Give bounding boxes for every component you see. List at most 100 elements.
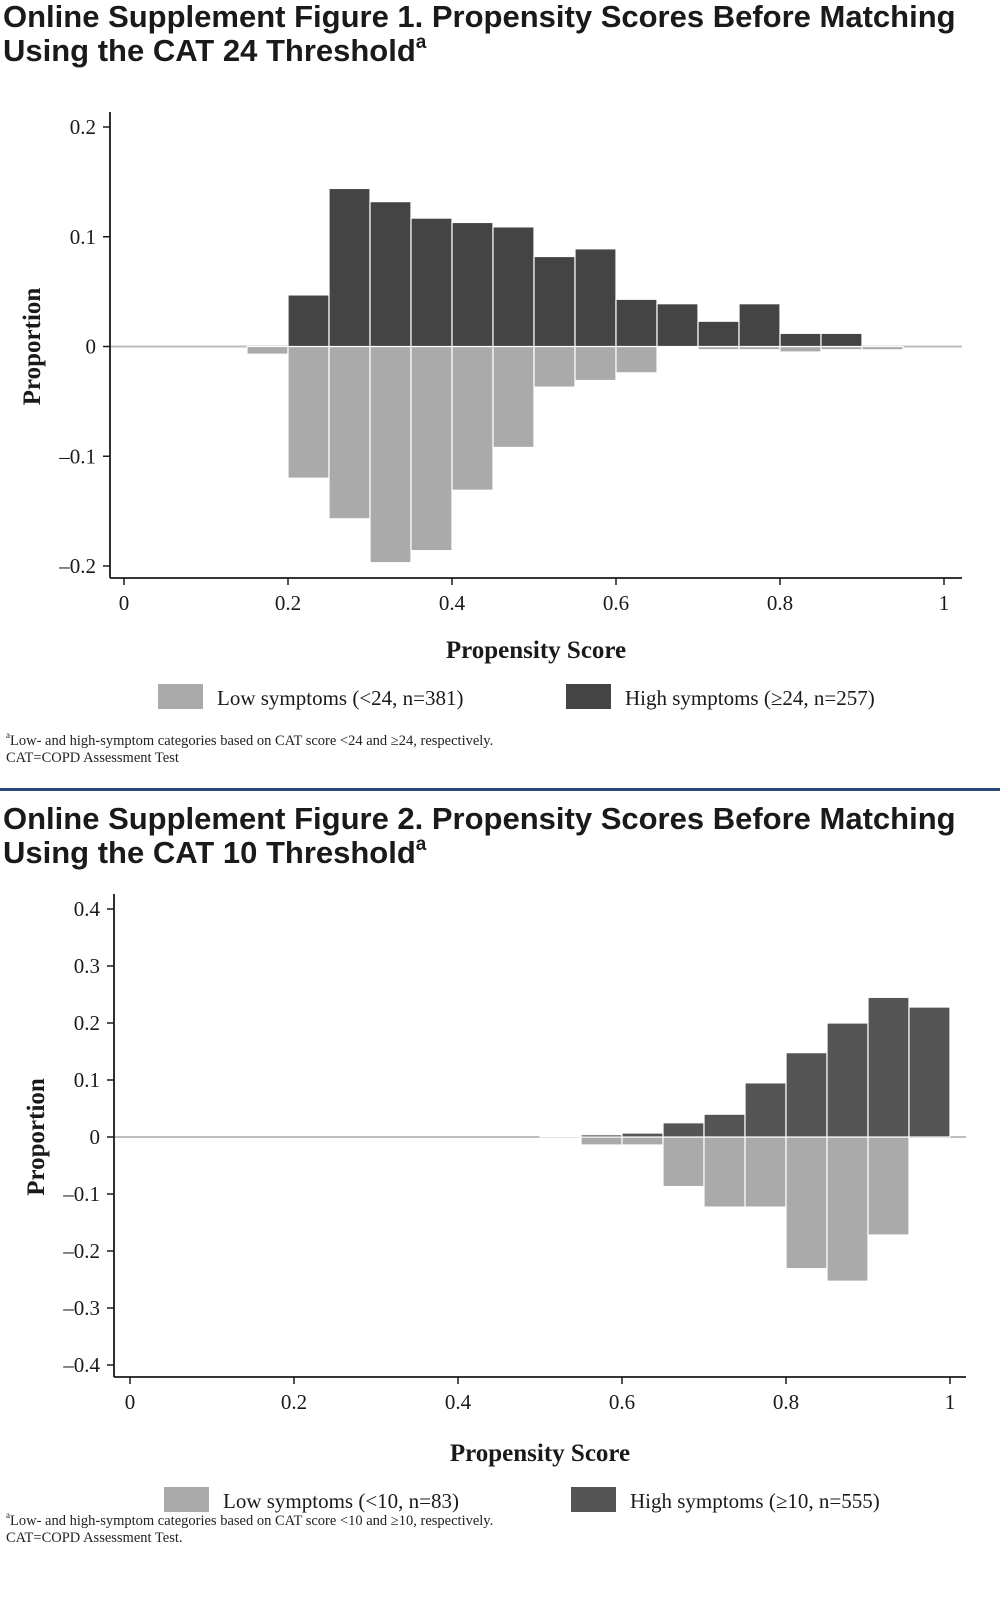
y-tick-label: 0.1: [70, 225, 96, 249]
figure-title-superscript: a: [415, 833, 427, 855]
bar-high-symptoms: [697, 320, 740, 348]
y-tick-label: 0.3: [74, 954, 100, 978]
y-tick-label: 0.2: [70, 115, 96, 139]
bar-high-symptoms: [533, 255, 576, 348]
figure-title: Online Supplement Figure 2. Propensity S…: [3, 802, 1000, 870]
x-tick-label: 0.6: [609, 1390, 635, 1414]
section-divider: [0, 788, 1000, 791]
footnote: aLow- and high-symptom categories based …: [6, 728, 493, 767]
bar-low-symptoms: [785, 1136, 828, 1270]
x-axis-label: Propensity Score: [450, 1440, 630, 1467]
bar-low-symptoms: [492, 345, 535, 449]
x-tick-label: 0.2: [281, 1390, 307, 1414]
y-axis-label: Proportion: [19, 288, 46, 406]
bar-high-symptoms: [287, 294, 330, 348]
footnote-abbreviation: CAT=COPD Assessment Test.: [6, 1529, 183, 1546]
x-tick-label: 0.4: [445, 1390, 472, 1414]
bar-low-symptoms: [826, 1136, 869, 1282]
bar-low-symptoms: [574, 345, 617, 382]
y-tick-label: –0.4: [62, 1353, 100, 1377]
footnote: aLow- and high-symptom categories based …: [6, 1508, 493, 1547]
bar-high-symptoms: [492, 226, 535, 348]
bar-high-symptoms: [867, 996, 910, 1138]
legend-swatch-low: [164, 1487, 209, 1512]
legend-label-high: High symptoms (≥24, n=257): [625, 686, 875, 710]
y-axis-label: Proportion: [23, 1078, 50, 1196]
bar-high-symptoms: [738, 303, 781, 348]
bar-high-symptoms: [580, 1134, 623, 1138]
figure-2: Online Supplement Figure 2. Propensity S…: [0, 802, 1000, 1608]
bar-low-symptoms: [621, 1136, 664, 1146]
y-tick-label: –0.1: [58, 444, 96, 468]
figure-1: Online Supplement Figure 1. Propensity S…: [0, 0, 1000, 790]
y-tick-label: 0: [86, 335, 97, 359]
x-tick-label: 0: [125, 1390, 136, 1414]
bar-low-symptoms: [779, 345, 822, 353]
footnote-text: Low- and high-symptom categories based o…: [10, 1512, 494, 1529]
bar-low-symptoms: [615, 345, 658, 374]
bar-high-symptoms: [820, 332, 863, 348]
figure-title-text: Online Supplement Figure 2. Propensity S…: [3, 801, 956, 870]
x-axis-label: Propensity Score: [446, 637, 626, 664]
footnote-text: Low- and high-symptom categories based o…: [10, 732, 494, 749]
bar-high-symptoms: [615, 298, 658, 348]
footnote-marker: a: [6, 730, 10, 740]
bar-low-symptoms: [580, 1136, 623, 1146]
bar-high-symptoms: [703, 1113, 746, 1138]
x-tick-label: 0.6: [603, 591, 629, 615]
bar-high-symptoms: [328, 187, 371, 348]
footnote-line: aLow- and high-symptom categories based …: [6, 728, 493, 750]
bar-high-symptoms: [826, 1022, 869, 1138]
bar-high-symptoms: [451, 221, 494, 348]
y-tick-label: –0.3: [62, 1296, 100, 1320]
bar-high-symptoms: [785, 1052, 828, 1138]
legend-swatch-high: [566, 684, 611, 709]
bar-low-symptoms: [287, 345, 330, 479]
bar-high-symptoms: [744, 1082, 787, 1138]
footnote-marker: a: [6, 1510, 10, 1520]
bar-high-symptoms: [574, 248, 617, 348]
x-tick-label: 0.2: [275, 591, 301, 615]
legend-label-low: Low symptoms (<24, n=381): [217, 686, 464, 710]
x-tick-label: 0.8: [767, 591, 793, 615]
figure-title-superscript: a: [415, 31, 427, 53]
bar-low-symptoms: [533, 345, 576, 388]
figure-title-text: Online Supplement Figure 1. Propensity S…: [3, 0, 956, 68]
bar-high-symptoms: [779, 332, 822, 348]
bar-low-symptoms: [328, 345, 371, 520]
bar-high-symptoms: [539, 1135, 582, 1138]
bar-high-symptoms: [656, 303, 699, 348]
bar-high-symptoms: [662, 1122, 705, 1138]
bar-low-symptoms: [451, 345, 494, 491]
x-tick-label: 0.8: [773, 1390, 799, 1414]
bar-high-symptoms: [369, 201, 412, 348]
histogram-chart: 0.2 0.1 0 –0.1 –0.2 0 0.2 0.4 0.6 0.8 1 Propensity …: [19, 112, 962, 710]
bar-high-symptoms: [908, 1006, 951, 1138]
y-tick-label: 0: [90, 1125, 101, 1149]
bar-low-symptoms: [703, 1136, 746, 1208]
y-tick-label: –0.2: [58, 554, 96, 578]
bar-low-symptoms: [246, 345, 289, 355]
y-tick-label: –0.1: [62, 1182, 100, 1206]
bar-high-symptoms: [410, 217, 453, 348]
bar-low-symptoms: [662, 1136, 705, 1188]
legend-swatch-high: [571, 1487, 616, 1512]
y-tick-label: –0.2: [62, 1239, 100, 1263]
bar-low-symptoms: [861, 345, 904, 351]
footnote-abbreviation: CAT=COPD Assessment Test: [6, 749, 179, 766]
legend-label-low: Low symptoms (<10, n=83): [223, 1489, 459, 1513]
bar-low-symptoms: [744, 1136, 787, 1208]
histogram-chart: 0.4 0.3 0.2 0.1 0 –0.1 –0.2 –0.3 –0.4 0 0.2 0.4 0.6 0…: [23, 894, 966, 1513]
legend-label-high: High symptoms (≥10, n=555): [630, 1489, 880, 1513]
x-tick-label: 1: [939, 591, 950, 615]
y-tick-label: 0.2: [74, 1011, 100, 1035]
bar-high-symptoms: [621, 1132, 664, 1138]
figure-title: Online Supplement Figure 1. Propensity S…: [3, 0, 1000, 68]
x-tick-label: 0: [119, 591, 130, 615]
x-tick-label: 1: [945, 1390, 956, 1414]
legend-swatch-low: [158, 684, 203, 709]
bar-low-symptoms: [369, 345, 412, 564]
y-tick-label: 0.1: [74, 1068, 100, 1092]
x-tick-label: 0.4: [439, 591, 466, 615]
footnote-line: aLow- and high-symptom categories based …: [6, 1508, 493, 1530]
